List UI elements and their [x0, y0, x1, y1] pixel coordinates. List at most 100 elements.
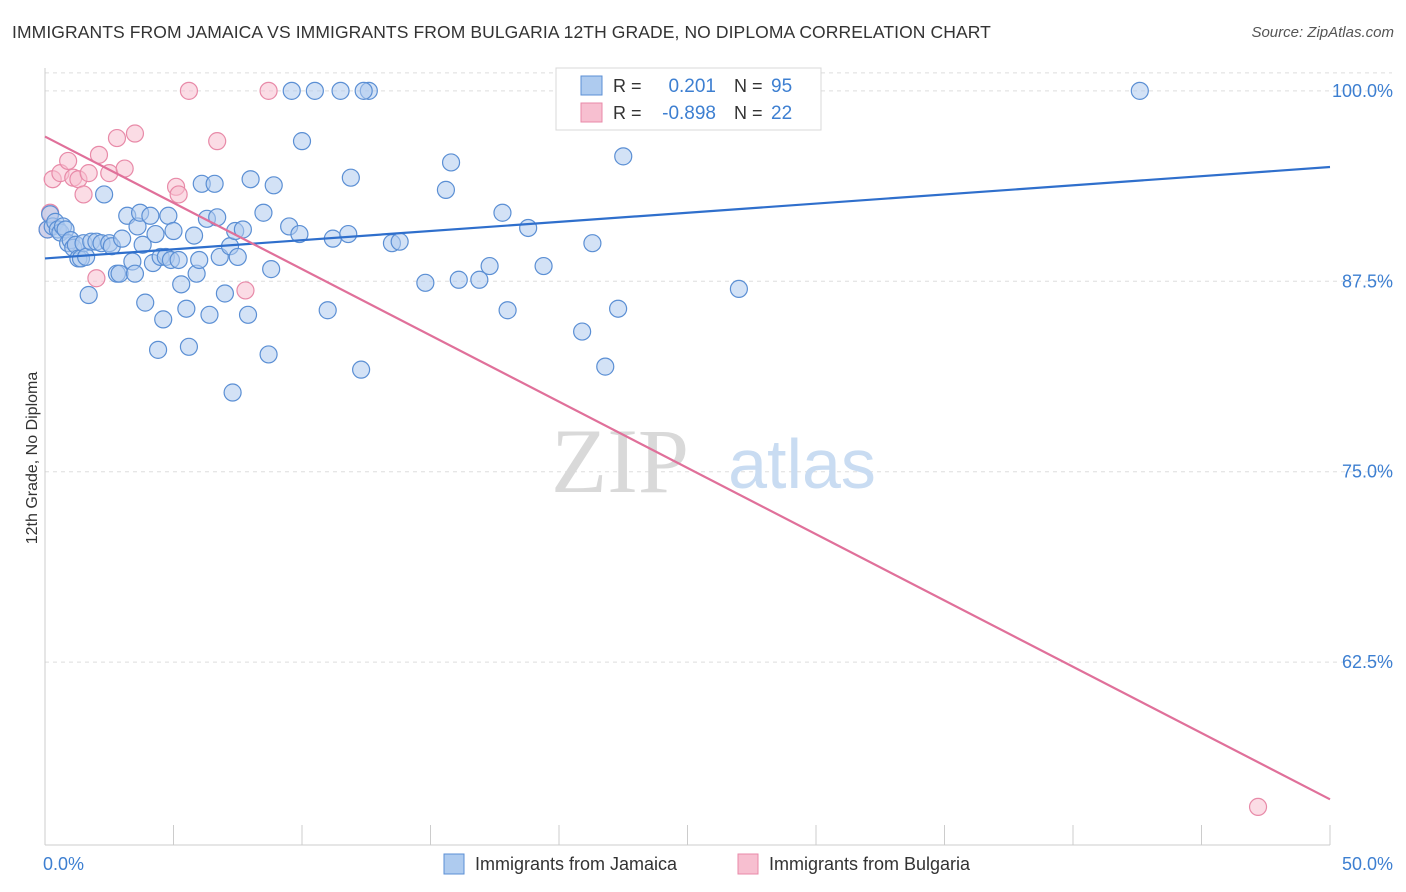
stats-swatch-bulgaria — [580, 102, 603, 123]
stats-r-label-jamaica: R = — [613, 76, 642, 96]
scatter-point-jamaica — [339, 224, 358, 244]
watermark: ZIP atlas — [551, 410, 876, 512]
scatter-point-jamaica — [318, 301, 337, 320]
scatter-point-jamaica — [729, 279, 749, 299]
scatter-point-jamaica — [159, 206, 178, 225]
scatter-point-jamaica — [215, 284, 234, 303]
scatter-point-jamaica — [190, 250, 209, 270]
chart-title: IMMIGRANTS FROM JAMAICA VS IMMIGRANTS FR… — [12, 22, 991, 42]
stats-n-label-bulgaria: N = — [734, 103, 763, 123]
stats-n-label-jamaica: N = — [734, 76, 763, 96]
scatter-point-jamaica — [292, 132, 312, 151]
scatter-point-bulgaria — [74, 185, 93, 204]
scatter-point-jamaica — [262, 260, 281, 279]
bottom-legend: Immigrants from Jamaica Immigrants from … — [443, 853, 971, 875]
scatter-point-jamaica — [110, 264, 129, 283]
watermark-zip: ZIP — [551, 410, 689, 512]
scatter-point-jamaica — [1130, 81, 1149, 100]
scatter-point-jamaica — [354, 81, 373, 100]
scatter-point-jamaica — [470, 270, 489, 289]
scatter-point-jamaica — [331, 81, 350, 100]
scatter-point-jamaica — [436, 180, 456, 199]
scatter-point-jamaica — [480, 256, 499, 276]
scatter-point-jamaica — [125, 264, 145, 283]
source-credit: Source: ZipAtlas.com — [1251, 24, 1394, 41]
scatter-point-jamaica — [205, 174, 224, 193]
scatter-point-jamaica — [241, 170, 260, 189]
scatter-point-bulgaria — [79, 164, 98, 183]
scatter-point-bulgaria — [208, 132, 227, 151]
scatter-point-jamaica — [164, 221, 183, 241]
trend-lines — [44, 135, 1331, 801]
x-tick-label-start: 0.0% — [43, 854, 84, 874]
legend-label-bulgaria: Immigrants from Bulgaria — [769, 854, 971, 874]
grid-lines — [45, 72, 1392, 663]
scatter-point-jamaica — [172, 275, 191, 294]
scatter-point-jamaica — [79, 285, 98, 305]
scatter-point-jamaica — [573, 322, 592, 341]
scatter-point-jamaica — [441, 153, 461, 172]
scatter-point-jamaica — [146, 224, 165, 244]
stats-n-value-bulgaria: 22 — [771, 103, 792, 124]
y-tick-label: 100.0% — [1332, 81, 1393, 101]
scatter-point-jamaica — [184, 226, 204, 245]
scatter-point-jamaica — [223, 383, 242, 402]
scatter-point-jamaica — [141, 206, 160, 225]
x-tick-label-end: 50.0% — [1342, 854, 1393, 874]
legend-label-jamaica: Immigrants from Jamaica — [475, 854, 678, 874]
y-tick-label: 75.0% — [1342, 462, 1393, 482]
scatter-point-bulgaria — [107, 128, 127, 148]
scatter-point-jamaica — [352, 360, 371, 379]
y-tick-label: 62.5% — [1342, 652, 1393, 672]
scatter-point-jamaica — [148, 340, 168, 359]
scatter-point-bulgaria — [169, 185, 188, 204]
scatter-point-jamaica — [228, 247, 247, 267]
scatter-point-jamaica — [390, 232, 409, 251]
scatter-point-bulgaria — [125, 124, 145, 143]
stats-legend: R = 0.201 N = 95 R = -0.898 N = 22 — [555, 67, 822, 131]
scatter-point-jamaica — [498, 301, 517, 320]
trend-line-bulgaria — [44, 135, 1331, 801]
axes: 62.5% 75.0% 87.5% 100.0% 0.0% 50.0% — [43, 68, 1393, 874]
y-axis-title: 12th Grade, No Diploma — [24, 372, 41, 545]
scatter-point-jamaica — [519, 218, 538, 238]
scatter-point-jamaica — [449, 270, 468, 289]
stats-r-value-jamaica: 0.201 — [668, 76, 716, 97]
scatter-point-bulgaria — [87, 269, 106, 288]
scatter-point-jamaica — [200, 305, 219, 324]
series-jamaica-points — [38, 81, 1149, 402]
scatter-point-jamaica — [282, 81, 301, 100]
scatter-point-jamaica — [238, 305, 258, 324]
scatter-point-jamaica — [136, 293, 155, 312]
y-tick-label: 87.5% — [1342, 271, 1393, 291]
watermark-atlas: atlas — [728, 425, 876, 503]
scatter-point-jamaica — [154, 310, 173, 329]
scatter-point-jamaica — [583, 234, 602, 253]
scatter-point-jamaica — [534, 256, 553, 276]
scatter-point-bulgaria — [1248, 797, 1268, 817]
scatter-point-jamaica — [259, 345, 278, 364]
stats-r-value-bulgaria: -0.898 — [662, 103, 716, 124]
scatter-point-jamaica — [179, 337, 199, 356]
trend-line-jamaica — [44, 165, 1331, 260]
scatter-point-jamaica — [305, 81, 324, 100]
scatter-point-jamaica — [264, 176, 283, 195]
stats-n-value-jamaica: 95 — [771, 76, 792, 97]
scatter-point-bulgaria — [59, 151, 78, 171]
scatter-point-jamaica — [596, 357, 615, 376]
scatter-point-jamaica — [493, 203, 512, 222]
legend-swatch-bulgaria — [737, 853, 759, 875]
stats-r-label-bulgaria: R = — [613, 103, 642, 123]
scatter-point-jamaica — [290, 224, 309, 244]
scatter-point-jamaica — [254, 203, 273, 222]
scatter-point-bulgaria — [259, 81, 278, 100]
scatter-point-jamaica — [177, 299, 196, 318]
scatter-point-jamaica — [609, 299, 628, 318]
legend-swatch-jamaica — [443, 853, 465, 875]
scatter-point-jamaica — [169, 250, 188, 270]
stats-swatch-jamaica — [580, 75, 603, 96]
scatter-point-bulgaria — [236, 281, 255, 300]
scatter-point-jamaica — [341, 168, 360, 187]
scatter-point-jamaica — [112, 229, 132, 248]
